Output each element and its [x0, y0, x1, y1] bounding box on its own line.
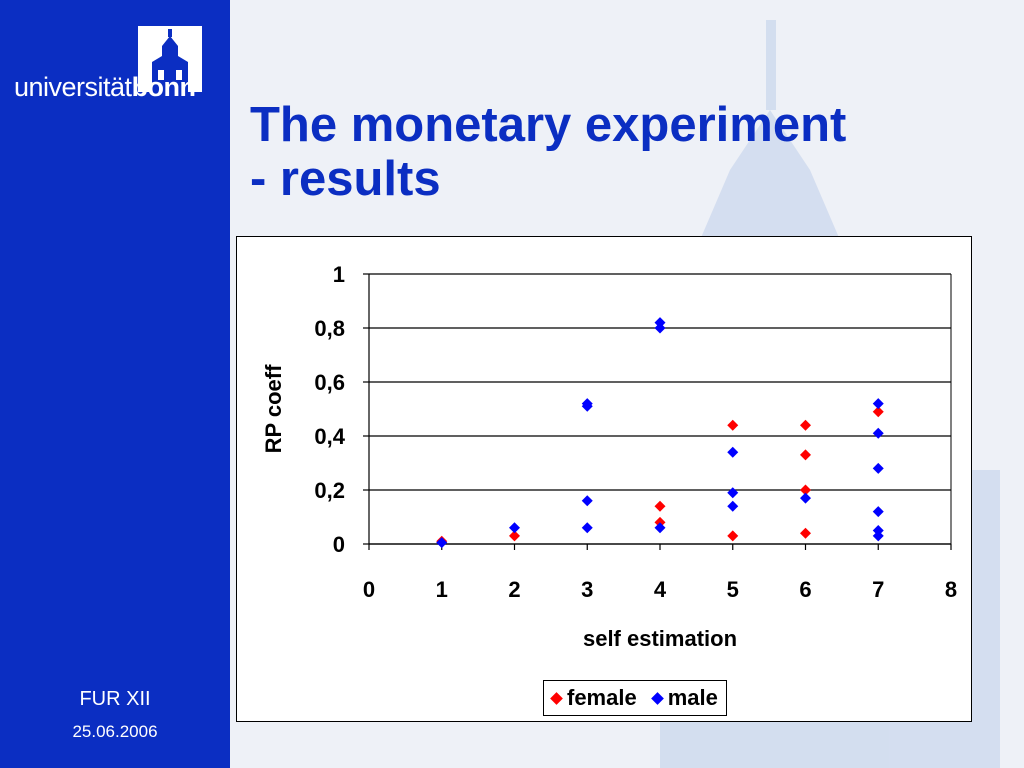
slide-title-line-2: - results — [250, 152, 441, 206]
point-female-9 — [800, 527, 811, 539]
y-tick-label-5: 1 — [333, 262, 345, 287]
point-male-15 — [872, 462, 884, 474]
point-male-8 — [654, 522, 666, 534]
y-tick-label-0: 0 — [333, 532, 345, 557]
legend-item-male: male — [650, 685, 718, 711]
x-tick-label-3: 3 — [581, 577, 593, 602]
x-tick-label-6: 6 — [799, 577, 811, 602]
point-male-13 — [872, 398, 884, 410]
legend-item-female: female — [550, 685, 637, 711]
slide-title: The monetary experiment - results — [250, 98, 990, 206]
point-male-0 — [436, 537, 448, 549]
x-tick-label-5: 5 — [727, 577, 739, 602]
legend-marker-male — [650, 691, 664, 705]
x-tick-label-4: 4 — [654, 577, 667, 602]
logo-building-emblem — [138, 26, 202, 92]
x-tick-label-8: 8 — [945, 577, 957, 602]
x-tick-label-2: 2 — [508, 577, 520, 602]
point-male-12 — [800, 492, 811, 504]
point-male-18 — [872, 530, 884, 542]
scatter-chart: 0 0,2 0,4 0,6 0,8 1 0 1 2 3 4 5 6 7 8 self estimation RP… — [261, 262, 957, 651]
point-male-3 — [581, 398, 593, 410]
y-axis-label: RP coeff — [261, 364, 286, 454]
x-tick-label-0: 0 — [363, 577, 375, 602]
logo-wordmark: universitätbonn — [14, 72, 196, 102]
point-male-7 — [654, 322, 666, 334]
x-tick-label-7: 7 — [872, 577, 884, 602]
slide-title-line-1: The monetary experiment — [250, 98, 847, 152]
point-female-8 — [800, 484, 811, 496]
point-female-1 — [509, 530, 520, 542]
point-female-7 — [800, 449, 811, 461]
legend-label-male: male — [667, 685, 718, 710]
point-female-6 — [800, 419, 811, 431]
y-tick-label-1: 0,2 — [314, 478, 345, 503]
point-male-10 — [727, 487, 739, 499]
point-male-4 — [581, 495, 593, 507]
point-male-1 — [509, 522, 520, 534]
x-tick-label-1: 1 — [436, 577, 448, 602]
y-tick-label-2: 0,4 — [314, 424, 345, 449]
y-tick-label-3: 0,6 — [314, 370, 345, 395]
point-female-2 — [654, 500, 666, 512]
chart-legend: female male — [543, 680, 727, 716]
legend-marker-female — [550, 691, 563, 705]
chart-frame: 0 0,2 0,4 0,6 0,8 1 0 1 2 3 4 5 6 7 8 self estimation RP… — [236, 236, 972, 722]
point-male-11 — [727, 500, 739, 512]
event-date: 25.06.2006 — [72, 722, 158, 741]
university-logo: universitätbonn — [14, 20, 219, 102]
event-name: FUR XII — [79, 688, 151, 710]
point-male-5 — [581, 522, 593, 534]
point-male-14 — [872, 427, 884, 439]
sidebar: universitätbonn FUR XII 25.06.2006 — [0, 0, 230, 768]
point-female-10 — [872, 406, 884, 418]
y-tick-label-4: 0,8 — [314, 316, 345, 341]
point-male-9 — [727, 446, 739, 458]
point-female-5 — [727, 530, 739, 542]
point-female-4 — [727, 419, 739, 431]
x-axis-label: self estimation — [583, 626, 737, 651]
legend-label-female: female — [567, 685, 637, 710]
point-male-16 — [872, 506, 884, 518]
